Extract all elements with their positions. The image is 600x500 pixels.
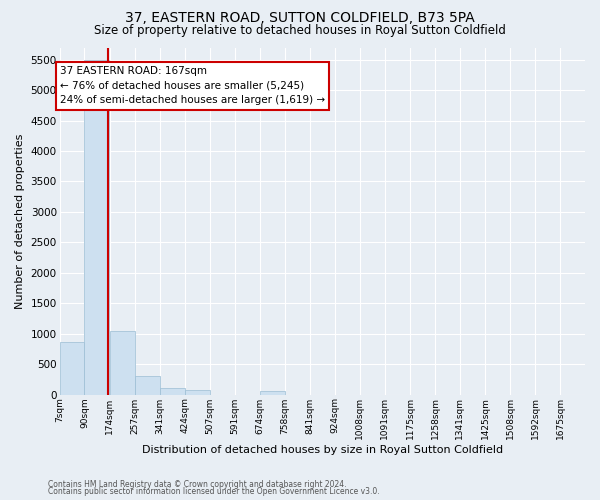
Bar — [59, 342, 85, 394]
Text: 37 EASTERN ROAD: 167sqm
← 76% of detached houses are smaller (5,245)
24% of semi: 37 EASTERN ROAD: 167sqm ← 76% of detache… — [60, 66, 325, 106]
Text: Size of property relative to detached houses in Royal Sutton Coldfield: Size of property relative to detached ho… — [94, 24, 506, 37]
Bar — [134, 376, 160, 394]
Y-axis label: Number of detached properties: Number of detached properties — [15, 134, 25, 308]
Bar — [185, 390, 209, 394]
Bar — [260, 391, 284, 394]
Bar — [110, 330, 134, 394]
Text: 37, EASTERN ROAD, SUTTON COLDFIELD, B73 5PA: 37, EASTERN ROAD, SUTTON COLDFIELD, B73 … — [125, 11, 475, 25]
Bar — [85, 60, 109, 394]
Text: Contains HM Land Registry data © Crown copyright and database right 2024.: Contains HM Land Registry data © Crown c… — [48, 480, 347, 489]
Bar — [160, 388, 185, 394]
X-axis label: Distribution of detached houses by size in Royal Sutton Coldfield: Distribution of detached houses by size … — [142, 445, 503, 455]
Text: Contains public sector information licensed under the Open Government Licence v3: Contains public sector information licen… — [48, 488, 380, 496]
